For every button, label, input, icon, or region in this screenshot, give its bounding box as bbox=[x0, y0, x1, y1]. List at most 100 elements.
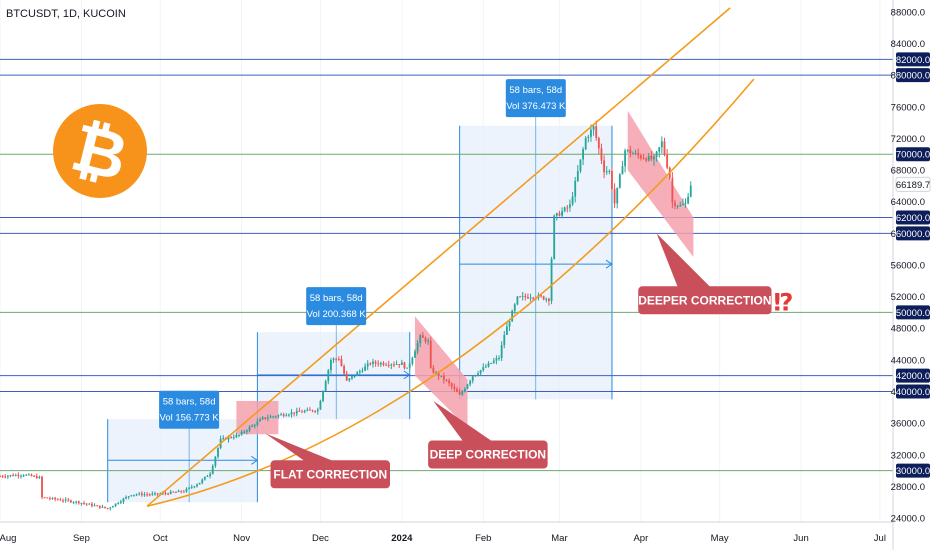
candle-body bbox=[456, 388, 458, 393]
candle-body bbox=[574, 180, 577, 197]
candle-body bbox=[156, 493, 159, 495]
candle-body bbox=[676, 205, 679, 207]
candle-body bbox=[345, 373, 348, 381]
y-tick-label: 52000.0 bbox=[891, 292, 925, 303]
candle-body bbox=[266, 417, 269, 419]
candle-body bbox=[377, 363, 380, 365]
candle-body bbox=[477, 373, 479, 375]
annotation-pointer bbox=[656, 233, 712, 289]
candle-body bbox=[248, 426, 251, 431]
measure-bars-text: 58 bars, 58d bbox=[509, 85, 562, 96]
x-tick-label: 2024 bbox=[391, 533, 413, 544]
candle-body bbox=[122, 498, 125, 502]
last-price-label: 66189.7 bbox=[896, 180, 930, 191]
candle-body bbox=[532, 297, 535, 299]
candle-body bbox=[629, 149, 632, 154]
candle-body bbox=[269, 416, 272, 418]
measure-label-bg bbox=[306, 287, 367, 326]
candle-body bbox=[67, 499, 70, 501]
candle-body bbox=[626, 149, 629, 151]
x-tick-label: May bbox=[711, 533, 729, 544]
candle-body bbox=[579, 159, 582, 172]
candle-body bbox=[96, 505, 99, 507]
candle-body bbox=[471, 376, 474, 381]
candle-body bbox=[303, 410, 306, 413]
candle-body bbox=[327, 370, 330, 382]
candle-body bbox=[650, 155, 653, 160]
level-badge bbox=[896, 68, 930, 83]
y-tick-label: 68000.0 bbox=[891, 166, 925, 177]
candle-body bbox=[316, 409, 319, 412]
candle-body bbox=[251, 425, 254, 427]
last-price-badge bbox=[895, 176, 931, 192]
price-axis-bg bbox=[893, 0, 932, 550]
candle-body bbox=[135, 494, 138, 496]
channel-upper-line bbox=[146, 7, 731, 507]
candle-body bbox=[201, 479, 204, 483]
level-badge-label: 62000.0 bbox=[896, 213, 930, 224]
candle-body bbox=[563, 207, 566, 212]
x-tick-label: Jul bbox=[874, 533, 886, 544]
candle-body bbox=[138, 493, 141, 495]
candle-body bbox=[172, 491, 175, 493]
candle-body bbox=[319, 400, 322, 410]
candle-body bbox=[684, 203, 687, 205]
annotation-bg bbox=[428, 440, 548, 469]
level-badge bbox=[896, 210, 930, 225]
y-tick-label: 36000.0 bbox=[891, 419, 925, 430]
x-tick-label: Aug bbox=[0, 533, 16, 544]
candle-body bbox=[261, 417, 264, 420]
candle-body bbox=[182, 491, 185, 493]
candle-body bbox=[117, 503, 120, 505]
candle-body bbox=[463, 388, 466, 392]
candle-body bbox=[487, 363, 490, 367]
candle-body bbox=[590, 129, 592, 137]
candle-body bbox=[569, 204, 571, 208]
candle-body bbox=[671, 177, 674, 203]
candle-body bbox=[12, 475, 15, 477]
candle-body bbox=[600, 148, 603, 161]
level-badge-label: 80000.0 bbox=[896, 71, 930, 82]
x-tick-label: Mar bbox=[551, 533, 567, 544]
candle-body bbox=[566, 207, 569, 209]
level-badge-label: 70000.0 bbox=[896, 150, 930, 161]
candle-body bbox=[322, 390, 324, 401]
candle-body bbox=[639, 155, 642, 159]
candle-body bbox=[408, 363, 411, 368]
candle-body bbox=[466, 384, 469, 389]
candle-body bbox=[403, 362, 406, 369]
candle-body bbox=[558, 213, 561, 216]
interrobang-icon: ⁉ bbox=[774, 288, 794, 316]
candle-body bbox=[180, 490, 183, 492]
candle-body bbox=[484, 366, 487, 368]
measure-volume-text: Vol 200.368 K bbox=[307, 309, 367, 320]
candle-body bbox=[372, 361, 374, 364]
candle-body bbox=[482, 367, 485, 371]
candle-body bbox=[632, 153, 634, 155]
candle-body bbox=[259, 419, 261, 422]
candle-body bbox=[658, 147, 661, 152]
annotation-bg bbox=[270, 460, 391, 489]
candle-body bbox=[309, 409, 311, 411]
candle-body bbox=[358, 371, 361, 373]
candle-body bbox=[64, 499, 67, 501]
candle-body bbox=[666, 154, 669, 168]
candle-body bbox=[440, 375, 443, 377]
candle-body bbox=[25, 474, 28, 476]
candle-body bbox=[587, 136, 590, 139]
candle-body bbox=[177, 490, 180, 493]
candle-body bbox=[356, 372, 359, 376]
candle-body bbox=[48, 498, 51, 500]
candle-body bbox=[277, 415, 280, 417]
candle-body bbox=[492, 360, 495, 364]
level-badge-label: 30000.0 bbox=[896, 466, 930, 477]
candle-body bbox=[421, 335, 424, 338]
candle-body bbox=[214, 456, 217, 466]
candle-body bbox=[143, 494, 146, 496]
candle-body bbox=[130, 495, 133, 497]
candle-body bbox=[235, 434, 238, 438]
candle-body bbox=[77, 501, 80, 504]
candle-body bbox=[445, 379, 448, 381]
candle-body bbox=[280, 414, 282, 416]
candle-body bbox=[324, 381, 327, 391]
